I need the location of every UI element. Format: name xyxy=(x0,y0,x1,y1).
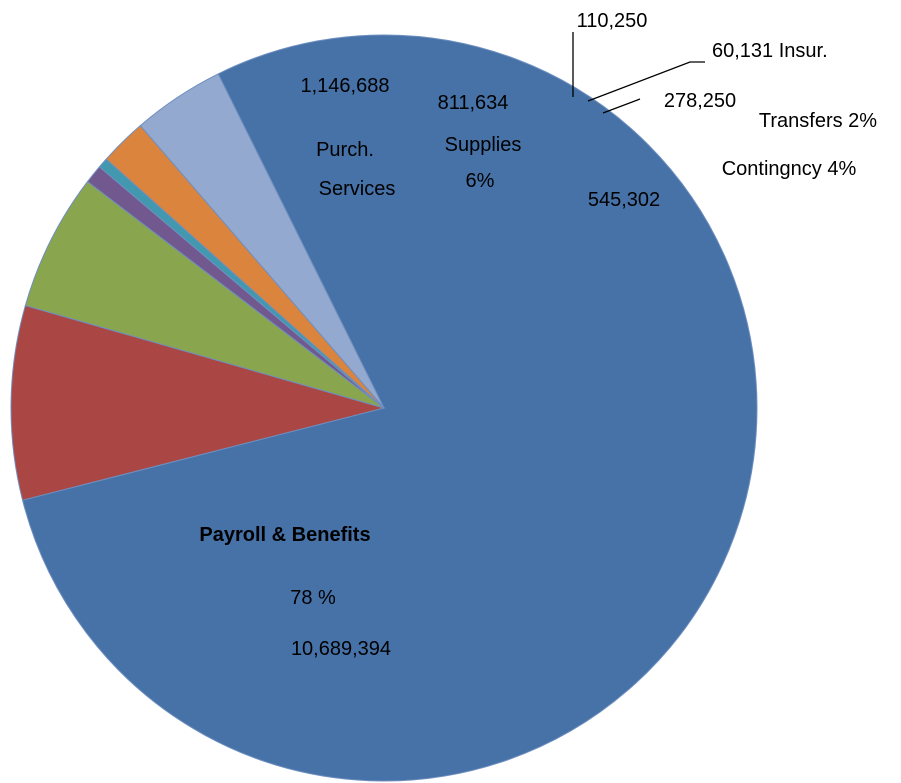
transfers-name-label: Transfers 2% xyxy=(759,110,877,132)
leader-line-transfers xyxy=(602,98,641,114)
pie-slice-supplies xyxy=(24,180,385,409)
purchased-value-label: 1,146,688 xyxy=(301,75,390,97)
insurance-value-label: 60,131 Insur. xyxy=(712,40,828,62)
pie-slice-contingency xyxy=(139,73,385,409)
leader-lines xyxy=(572,32,705,114)
payroll-name-label: Payroll & Benefits xyxy=(199,524,370,546)
contingency-name-label: Contingncy 4% xyxy=(722,158,857,180)
supplies-name-line-1: Supplies xyxy=(445,134,522,156)
pie-slices xyxy=(10,34,758,782)
payroll-percent-label: 78 % xyxy=(290,587,336,609)
purchased-name-line-1: Purch. xyxy=(316,139,374,161)
payroll-value-label: 10,689,394 xyxy=(291,638,391,660)
pie-slice-purchased xyxy=(10,304,386,501)
leader-line-insurance xyxy=(587,61,705,102)
other-value-label: 110,250 xyxy=(577,10,648,32)
transfers-value-label: 278,250 xyxy=(664,90,736,112)
pie-slice-payroll xyxy=(21,34,758,782)
slice-labels: Payroll & Benefits 78 % 10,689,394 1,146… xyxy=(199,10,877,660)
contingency-value-label: 545,302 xyxy=(588,189,660,211)
supplies-value-label: 811,634 xyxy=(438,92,509,114)
supplies-name-line-2: 6% xyxy=(466,170,495,192)
purchased-name-line-2: Services xyxy=(319,178,396,200)
